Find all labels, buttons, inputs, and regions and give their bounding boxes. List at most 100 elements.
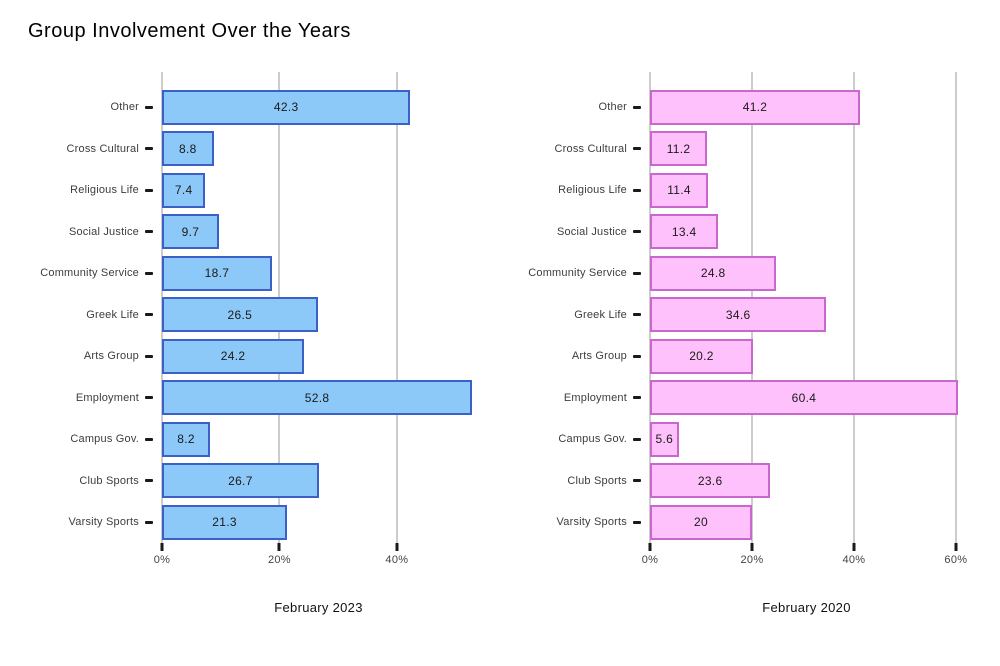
y-axis-label: Community Service xyxy=(40,267,139,279)
bar-value-label: 7.4 xyxy=(174,183,193,197)
bar: 26.5 xyxy=(162,297,318,332)
y-tick xyxy=(633,105,641,109)
x-tick-label: 0% xyxy=(153,554,171,566)
y-tick xyxy=(145,105,153,109)
gridline xyxy=(954,72,957,543)
y-axis-label: Cross Cultural xyxy=(554,142,627,155)
figure-title: Group Involvement Over the Years xyxy=(28,20,351,42)
y-axis-label: Greek Life xyxy=(86,308,139,321)
bar: 52.8 xyxy=(162,380,473,415)
y-axis-label: Club Sports xyxy=(79,474,139,487)
chart-february-2023: 0% 20% 40% Other 42.3 Cross Cultural 8.8 Religi… xyxy=(30,72,495,637)
bar: 34.6 xyxy=(650,297,827,332)
y-tick xyxy=(145,147,153,150)
plot-area: 0% 20% 40% 60% Other 41.2 Cross Cultural 11.2 Re… xyxy=(528,72,967,615)
bar-value-label: 11.2 xyxy=(666,141,691,156)
y-axis-label: Varsity Sports xyxy=(68,516,139,528)
bar: 42.3 xyxy=(162,89,411,125)
x-tick-label: 0% xyxy=(641,554,659,566)
bar: 24.8 xyxy=(650,255,777,291)
y-tick xyxy=(633,313,641,316)
bar-value-label: 26.7 xyxy=(228,473,253,488)
y-tick xyxy=(633,271,641,275)
bar: 13.4 xyxy=(650,214,719,249)
y-axis-label: Religious Life xyxy=(558,184,627,196)
y-tick xyxy=(145,354,153,358)
y-axis-label: Cross Cultural xyxy=(66,142,139,155)
y-tick xyxy=(145,479,153,482)
y-axis-label: Arts Group xyxy=(83,350,139,362)
y-axis-label: Club Sports xyxy=(567,474,627,487)
bar-value-label: 13.4 xyxy=(671,224,697,239)
bar-value-label: 8.2 xyxy=(177,432,195,446)
y-axis-label: Employment xyxy=(563,391,627,404)
plot-area: 0% 20% 40% Other 42.3 Cross Cultural 8.8 Religi… xyxy=(40,72,475,615)
y-tick xyxy=(633,520,641,524)
bar-value-label: 24.8 xyxy=(700,266,726,280)
y-tick xyxy=(633,354,641,358)
y-axis-label: Social Justice xyxy=(68,225,139,238)
bar: 5.6 xyxy=(650,421,679,457)
y-axis-label: Community Service xyxy=(528,267,627,279)
bar-value-label: 23.6 xyxy=(697,473,723,488)
y-tick xyxy=(633,396,641,399)
gridline xyxy=(395,72,398,543)
bar: 18.7 xyxy=(162,255,272,291)
bar: 8.8 xyxy=(162,131,214,166)
chart-february-2020: 0% 20% 40% 60% Other 41.2 Cross Cultural 11.2 Re… xyxy=(518,72,983,637)
x-tick-label: 40% xyxy=(385,554,409,566)
y-tick xyxy=(145,230,153,233)
y-tick xyxy=(145,520,153,524)
bar-value-label: 34.6 xyxy=(725,307,751,322)
y-axis-label: Social Justice xyxy=(556,225,627,238)
y-tick xyxy=(145,188,153,192)
bar: 11.2 xyxy=(650,131,708,166)
bar-value-label: 42.3 xyxy=(273,100,299,114)
y-axis-label: Campus Gov. xyxy=(70,433,139,445)
bar-value-label: 20.2 xyxy=(689,349,714,363)
bar-value-label: 8.8 xyxy=(179,141,197,156)
bar-value-label: 5.6 xyxy=(655,432,674,446)
y-axis-label: Religious Life xyxy=(70,184,139,196)
bar-value-label: 24.2 xyxy=(220,349,246,363)
x-tick-label: 60% xyxy=(944,554,968,566)
y-tick xyxy=(633,437,641,441)
bar: 11.4 xyxy=(650,172,709,208)
x-tick xyxy=(750,543,754,551)
bar-value-label: 9.7 xyxy=(181,224,200,239)
x-tick xyxy=(395,543,399,551)
y-tick xyxy=(633,147,641,150)
bar: 7.4 xyxy=(162,172,206,208)
bar: 24.2 xyxy=(162,338,305,374)
x-axis-title: February 2023 xyxy=(274,600,363,615)
y-tick xyxy=(145,396,153,399)
bar-value-label: 21.3 xyxy=(212,515,237,529)
bar: 26.7 xyxy=(162,463,319,498)
bar: 60.4 xyxy=(650,380,958,415)
bar-value-label: 52.8 xyxy=(304,390,330,405)
bar: 8.2 xyxy=(162,421,211,457)
bar: 9.7 xyxy=(162,214,219,249)
bar-value-label: 20 xyxy=(694,515,708,529)
x-tick xyxy=(852,543,856,551)
x-axis-title: February 2020 xyxy=(762,600,851,615)
y-tick xyxy=(145,313,153,316)
bar-value-label: 60.4 xyxy=(791,390,817,405)
bar: 23.6 xyxy=(650,463,771,498)
bar: 20 xyxy=(650,504,752,540)
x-tick-label: 20% xyxy=(267,554,291,566)
y-tick xyxy=(633,479,641,482)
bar-value-label: 11.4 xyxy=(667,183,691,197)
y-axis-label: Arts Group xyxy=(571,350,627,362)
bar: 41.2 xyxy=(650,89,861,125)
y-axis-label: Other xyxy=(110,101,139,113)
x-tick xyxy=(648,543,652,551)
x-tick xyxy=(954,543,958,551)
gridline xyxy=(852,72,855,543)
y-tick xyxy=(145,437,153,441)
x-tick xyxy=(277,543,281,551)
bar-value-label: 26.5 xyxy=(227,307,253,322)
bar-value-label: 18.7 xyxy=(204,266,230,280)
y-axis-label: Other xyxy=(598,101,627,113)
